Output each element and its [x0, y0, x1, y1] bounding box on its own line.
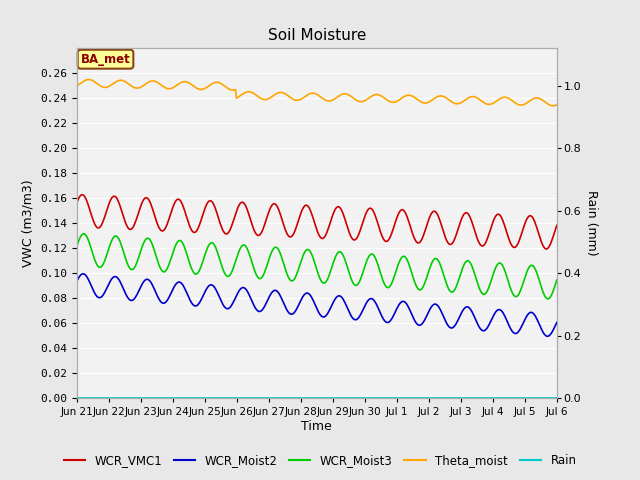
Y-axis label: Rain (mm): Rain (mm) [585, 191, 598, 256]
Legend: WCR_VMC1, WCR_Moist2, WCR_Moist3, Theta_moist, Rain: WCR_VMC1, WCR_Moist2, WCR_Moist3, Theta_… [59, 449, 581, 472]
Text: BA_met: BA_met [81, 53, 131, 66]
Title: Soil Moisture: Soil Moisture [268, 28, 366, 43]
Y-axis label: VWC (m3/m3): VWC (m3/m3) [22, 180, 35, 267]
X-axis label: Time: Time [301, 420, 332, 433]
